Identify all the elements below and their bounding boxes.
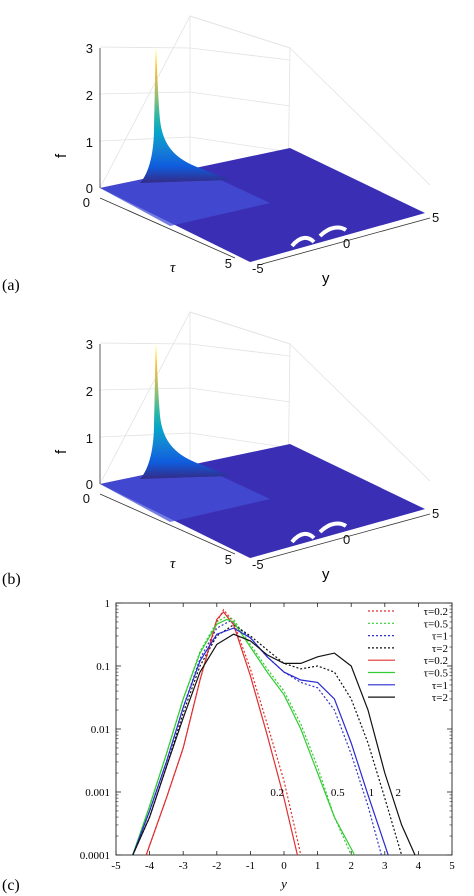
panel-a-ztick-3: 3 xyxy=(86,41,93,56)
panel-b-ztick-3: 3 xyxy=(86,337,93,352)
legend-label: τ=0.2 xyxy=(424,606,448,618)
panel-b-ripple-highlight xyxy=(290,521,348,544)
panel-a-tick-labels: 3 2 1 0 0 5 -5 0 5 xyxy=(83,41,439,276)
panel-a: 3 2 1 0 0 5 -5 0 5 f τ y (a) xyxy=(2,15,439,294)
series-line-0 xyxy=(145,608,302,856)
y-tick-label: 0.0001 xyxy=(80,850,110,862)
panel-a-surface-peak xyxy=(140,48,230,183)
panel-a-ytick-m5: -5 xyxy=(252,261,264,276)
legend-label: τ=2 xyxy=(432,643,448,655)
panel-c-label: (c) xyxy=(2,877,20,894)
panel-b-xlabel: τ xyxy=(170,556,176,572)
curve-annotation: 0.2 xyxy=(270,787,284,799)
panel-a-label: (a) xyxy=(2,277,20,294)
x-tick-label: -5 xyxy=(111,860,121,872)
x-tick-label: -2 xyxy=(212,860,221,872)
legend-label: τ=1 xyxy=(432,631,448,643)
series-line-3 xyxy=(132,624,403,856)
series-line-5 xyxy=(132,618,356,856)
panel-a-ytick-5: 5 xyxy=(432,210,439,225)
panel-b-tautick-0: 0 xyxy=(83,491,90,506)
panel-a-zlabel: f xyxy=(53,153,70,158)
panel-b-tautick-5: 5 xyxy=(225,552,232,567)
y-tick-label: 0.01 xyxy=(91,724,110,736)
panel-a-ztick-0: 0 xyxy=(86,181,93,196)
panel-c-plot-frame xyxy=(115,602,453,856)
panel-b-surface-peak xyxy=(140,344,230,479)
panel-a-axes xyxy=(99,48,431,265)
panel-b-axes xyxy=(99,344,431,561)
curve-annotation: 2 xyxy=(395,787,401,799)
panel-c-series xyxy=(132,608,416,856)
panel-b-ytick-5: 5 xyxy=(432,506,439,521)
x-tick-label: 4 xyxy=(416,860,422,872)
panel-b-label: (b) xyxy=(2,571,21,588)
panel-b-ylabel: y xyxy=(322,566,330,583)
x-tick-label: -4 xyxy=(145,860,155,872)
panel-a-xlabel: τ xyxy=(170,260,176,276)
panel-c-ticks: -5 -4 -3 -2 -1 0 1 2 3 4 5 1 0.1 0.01 0.001 0.0001 xyxy=(80,598,456,872)
x-tick-label: 1 xyxy=(315,860,321,872)
curve-annotation: 1 xyxy=(369,787,375,799)
panel-a-surface-ripple xyxy=(250,213,425,262)
x-tick-label: -3 xyxy=(179,860,189,872)
panel-b-ztick-2: 2 xyxy=(86,384,93,399)
panel-b: 3 2 1 0 0 5 -5 0 5 f τ y (b) xyxy=(2,311,439,588)
panel-b-ztick-0: 0 xyxy=(86,477,93,492)
panel-a-ytick-0: 0 xyxy=(343,236,350,251)
legend-label: τ=0.5 xyxy=(424,668,449,680)
panel-a-ztick-2: 2 xyxy=(86,88,93,103)
panel-a-ztick-1: 1 xyxy=(86,135,93,150)
series-line-4 xyxy=(145,611,298,856)
panel-c-annotations: 0.2 0.5 1 2 xyxy=(270,787,401,799)
series-line-7 xyxy=(132,633,416,856)
panel-c-legend: τ=0.2τ=0.5τ=1τ=2τ=0.2τ=0.5τ=1τ=2 xyxy=(368,606,448,704)
legend-label: τ=0.5 xyxy=(424,618,449,630)
x-tick-label: -1 xyxy=(246,860,255,872)
panel-a-ylabel: y xyxy=(322,270,330,287)
x-tick-label: 5 xyxy=(449,860,455,872)
panel-a-tautick-0: 0 xyxy=(83,195,90,210)
panel-b-box xyxy=(99,311,431,485)
y-tick-label: 0.001 xyxy=(85,787,110,799)
legend-label: τ=2 xyxy=(432,692,448,704)
panel-a-ripple-highlight xyxy=(290,225,348,248)
x-tick-label: 0 xyxy=(281,860,287,872)
panel-b-surface-ripple xyxy=(250,509,425,558)
y-tick-label: 0.1 xyxy=(96,661,110,673)
panel-b-ytick-0: 0 xyxy=(343,532,350,547)
panel-b-ztick-1: 1 xyxy=(86,431,93,446)
panel-c-xlabel: y xyxy=(279,876,287,891)
legend-label: τ=1 xyxy=(432,680,448,692)
panel-a-tautick-5: 5 xyxy=(225,256,232,271)
panel-b-ytick-m5: -5 xyxy=(252,557,264,572)
x-tick-label: 2 xyxy=(348,860,354,872)
y-tick-label: 1 xyxy=(105,598,111,610)
curve-annotation: 0.5 xyxy=(331,787,345,799)
panel-b-zlabel: f xyxy=(53,449,70,454)
legend-label: τ=0.2 xyxy=(424,655,448,667)
x-tick-label: 3 xyxy=(382,860,388,872)
panel-b-tick-labels: 3 2 1 0 0 5 -5 0 5 xyxy=(83,337,439,572)
